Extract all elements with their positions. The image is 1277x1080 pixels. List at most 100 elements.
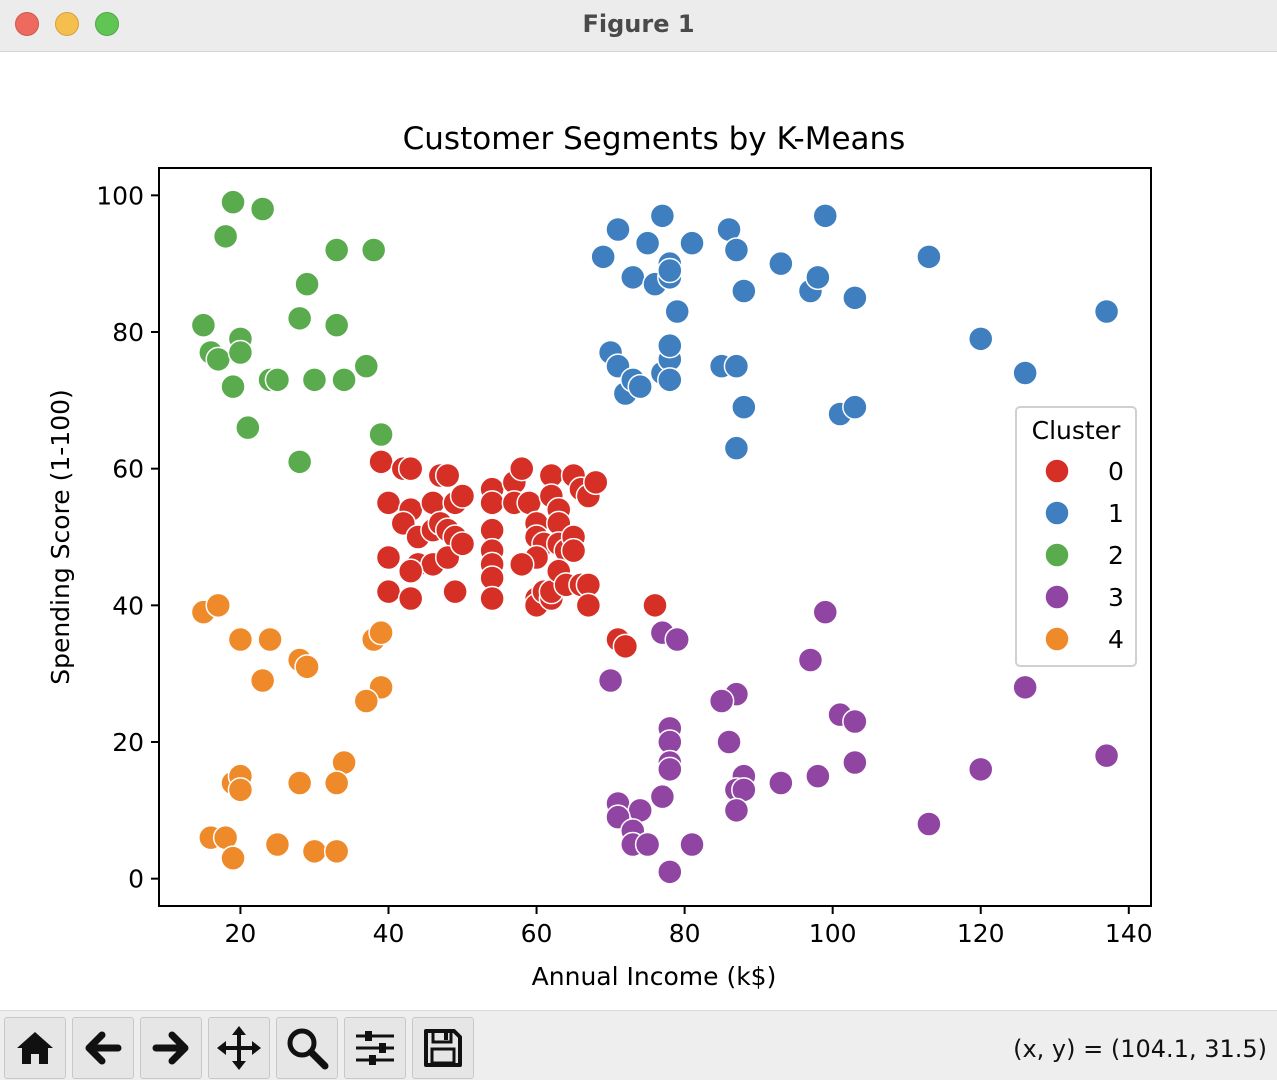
save-icon <box>424 1029 462 1067</box>
data-point-cluster-2 <box>264 367 291 393</box>
minimize-button[interactable] <box>55 12 79 36</box>
data-point-cluster-2 <box>353 353 380 379</box>
data-point-cluster-3 <box>1093 742 1120 769</box>
zoom-magnifier-icon <box>287 1028 329 1070</box>
data-point-cluster-3 <box>634 831 661 858</box>
x-tick-label: 140 <box>1105 919 1153 948</box>
data-point-cluster-1 <box>842 285 868 311</box>
data-point-cluster-0 <box>397 455 424 482</box>
data-point-cluster-4 <box>286 770 313 796</box>
x-tick-label: 80 <box>669 919 701 948</box>
data-point-cluster-1 <box>679 230 705 256</box>
window-title: Figure 1 <box>582 10 695 38</box>
home-button[interactable] <box>4 1017 66 1079</box>
data-point-cluster-3 <box>679 831 705 858</box>
pan-button[interactable] <box>208 1017 270 1079</box>
legend-label: 0 <box>1108 457 1124 486</box>
figure-canvas[interactable]: Customer Segments by K-Means 20 40 60 80 100… <box>0 53 1277 1010</box>
data-point-cluster-4 <box>220 845 246 871</box>
data-point-cluster-3 <box>812 599 839 625</box>
y-tick-label: 40 <box>112 591 144 620</box>
forward-arrow-icon <box>152 1031 189 1065</box>
data-point-cluster-1 <box>812 203 839 229</box>
data-point-cluster-4 <box>227 626 254 653</box>
data-point-cluster-4 <box>257 626 283 653</box>
legend-title: Cluster <box>1032 416 1121 445</box>
data-point-cluster-4 <box>205 592 231 619</box>
legend-marker <box>1044 458 1070 484</box>
configure-subplots-button[interactable] <box>344 1017 406 1079</box>
pan-move-icon <box>217 1026 261 1070</box>
data-point-cluster-0 <box>449 483 476 509</box>
navigation-toolbar: (x, y) = (104.1, 31.5) <box>0 1010 1277 1080</box>
forward-button[interactable] <box>140 1017 202 1079</box>
y-tick-label: 20 <box>112 728 144 757</box>
data-point-cluster-0 <box>397 558 424 584</box>
data-point-cluster-2 <box>220 373 246 400</box>
data-point-cluster-0 <box>479 585 505 612</box>
close-button[interactable] <box>15 12 39 36</box>
legend-label: 1 <box>1108 499 1124 528</box>
zoom-button[interactable] <box>276 1017 338 1079</box>
data-point-cluster-0 <box>560 537 587 564</box>
save-button[interactable] <box>412 1017 474 1079</box>
data-point-cluster-4 <box>294 654 320 680</box>
data-points <box>190 189 1120 885</box>
data-point-cluster-1 <box>657 257 683 284</box>
legend-label: 2 <box>1108 541 1124 570</box>
data-point-cluster-0 <box>508 551 535 578</box>
data-point-cluster-2 <box>368 421 394 448</box>
data-point-cluster-3 <box>797 647 824 673</box>
data-point-cluster-4 <box>323 770 350 796</box>
y-axis-label: Spending Score (1-100) <box>46 389 75 685</box>
data-point-cluster-0 <box>508 455 535 482</box>
y-tick-label: 100 <box>96 181 144 210</box>
chart-title: Customer Segments by K-Means <box>403 121 906 157</box>
data-point-cluster-0 <box>434 462 461 489</box>
data-point-cluster-2 <box>205 346 231 373</box>
data-point-cluster-1 <box>723 237 750 263</box>
data-point-cluster-2 <box>235 414 261 441</box>
data-point-cluster-1 <box>605 216 631 243</box>
data-point-cluster-0 <box>368 449 394 475</box>
x-tick-label: 20 <box>225 919 257 948</box>
data-point-cluster-3 <box>597 667 624 694</box>
data-point-cluster-2 <box>212 223 239 250</box>
data-point-cluster-0 <box>583 469 609 496</box>
legend-marker <box>1044 500 1070 526</box>
y-tick-label: 60 <box>112 455 144 484</box>
data-point-cluster-2 <box>323 237 350 263</box>
data-point-cluster-3 <box>842 708 868 735</box>
data-point-cluster-3 <box>967 756 994 783</box>
scatter-chart: Customer Segments by K-Means 20 40 60 80 100… <box>46 121 1153 991</box>
legend-marker <box>1044 542 1070 568</box>
x-axis-label: Annual Income (k$) <box>532 962 777 991</box>
data-point-cluster-1 <box>967 326 994 352</box>
x-tick-label: 120 <box>957 919 1005 948</box>
back-button[interactable] <box>72 1017 134 1079</box>
data-point-cluster-4 <box>323 838 350 865</box>
cursor-coordinates: (x, y) = (104.1, 31.5) <box>1013 1035 1267 1063</box>
legend-label: 4 <box>1108 625 1124 654</box>
data-point-cluster-4 <box>227 777 254 803</box>
data-point-cluster-1 <box>649 203 676 229</box>
data-point-cluster-0 <box>375 578 402 605</box>
data-point-cluster-2 <box>286 449 313 475</box>
data-point-cluster-4 <box>264 831 291 858</box>
data-point-cluster-0 <box>375 490 402 516</box>
data-point-cluster-2 <box>294 271 320 297</box>
data-point-cluster-0 <box>397 585 424 612</box>
data-point-cluster-1 <box>731 394 757 420</box>
data-point-cluster-1 <box>805 264 831 291</box>
data-point-cluster-3 <box>805 763 831 789</box>
maximize-button[interactable] <box>95 12 119 36</box>
legend-entries: 0 1 2 3 4 <box>1044 457 1124 654</box>
data-point-cluster-2 <box>301 367 328 393</box>
data-point-cluster-3 <box>716 729 742 755</box>
data-point-cluster-4 <box>368 619 394 646</box>
data-point-cluster-1 <box>1012 360 1038 386</box>
data-point-cluster-3 <box>768 770 794 796</box>
data-point-cluster-0 <box>575 592 602 619</box>
